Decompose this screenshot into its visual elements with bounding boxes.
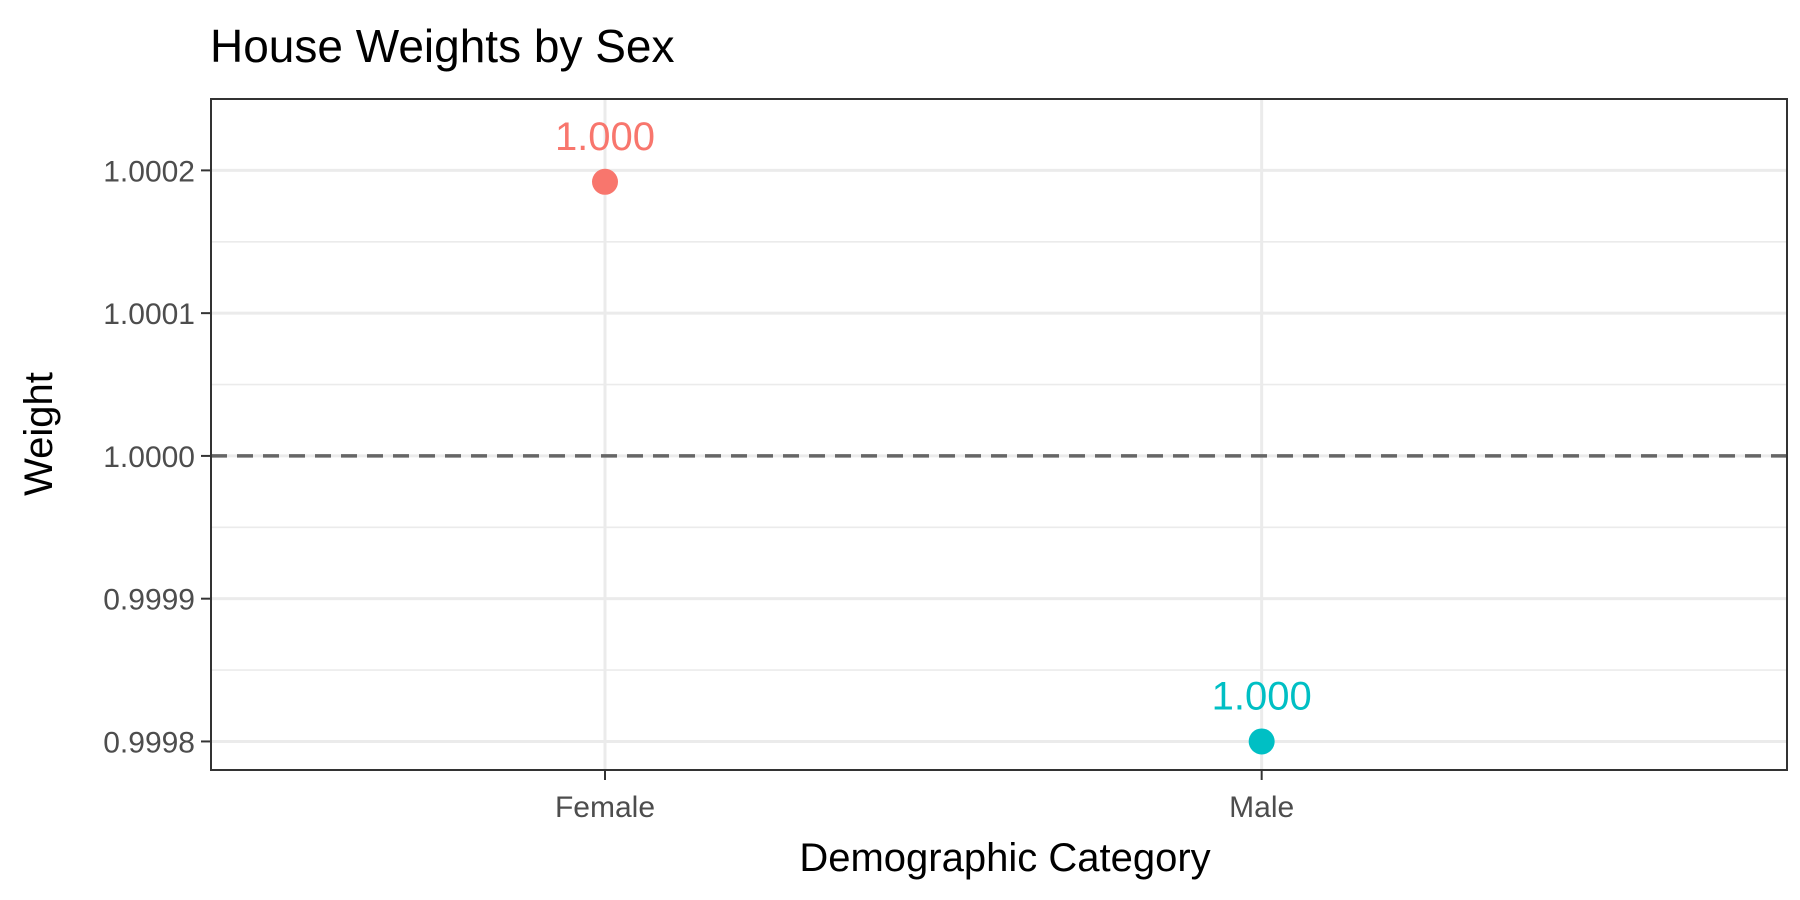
data-points: 1.000 1.000 (555, 115, 1312, 755)
x-tick-label-female: Female (555, 791, 655, 824)
y-tick-label: 0.9999 (103, 584, 195, 617)
x-tick-label-male: Male (1229, 791, 1294, 824)
y-tick-label: 0.9998 (103, 726, 195, 759)
data-point-female (592, 168, 618, 195)
y-axis-title: Weight (17, 372, 61, 496)
y-tick-label: 1.0000 (103, 441, 195, 474)
x-axis-title: Demographic Category (799, 836, 1210, 880)
axes: 0.9998 0.9999 1.0000 1.0001 1.0002 Female Male (103, 155, 1294, 824)
plot-panel-border (210, 98, 1788, 771)
chart-title: House Weights by Sex (210, 20, 675, 72)
grid (211, 98, 1787, 770)
y-tick-label: 1.0001 (103, 298, 195, 331)
data-label-female: 1.000 (555, 115, 655, 159)
y-tick-label: 1.0002 (103, 155, 195, 188)
data-label-male: 1.000 (1212, 674, 1312, 718)
data-point-male (1248, 728, 1275, 755)
